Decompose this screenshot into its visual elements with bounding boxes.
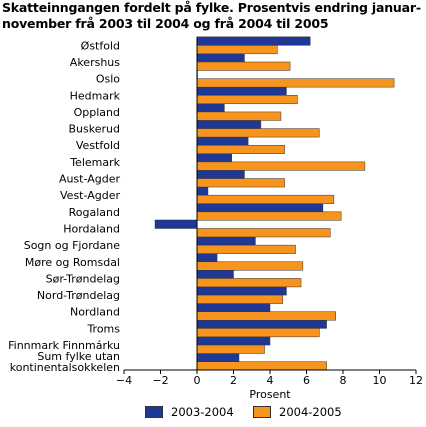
bar-series-2-8 bbox=[196, 178, 285, 188]
category-label-19-line-2: kontinentalsokkelen bbox=[10, 361, 120, 374]
bar-series-1-15 bbox=[196, 286, 287, 296]
legend-swatch-series-2 bbox=[253, 406, 271, 418]
x-tick-label-0: −4 bbox=[116, 374, 132, 387]
category-label-16: Nordland bbox=[70, 306, 120, 319]
bar-series-1-3 bbox=[196, 86, 287, 96]
chart-title-line-1: Skatteinngangen fordelt på fylke. Prosen… bbox=[2, 0, 421, 15]
category-label-18: Finnmark Finnmárku bbox=[8, 339, 120, 352]
bar-series-1-13 bbox=[196, 253, 218, 263]
bar-series-2-4 bbox=[196, 111, 282, 121]
bar-series-2-12 bbox=[196, 244, 296, 254]
bar-series-2-13 bbox=[196, 261, 304, 271]
bar-series-1-11 bbox=[154, 219, 198, 229]
x-tick-label-2: 0 bbox=[194, 374, 201, 387]
x-axis-title: Prosent bbox=[249, 388, 291, 401]
x-tick-label-6: 8 bbox=[340, 374, 347, 387]
bar-series-1-10 bbox=[196, 203, 324, 213]
category-label-9: Vest-Agder bbox=[60, 189, 120, 202]
bar-series-2-17 bbox=[196, 328, 320, 338]
legend-swatch-series-1 bbox=[145, 406, 163, 418]
category-label-4: Oppland bbox=[74, 106, 120, 119]
bar-series-1-16 bbox=[196, 302, 271, 312]
x-tick-label-3: 2 bbox=[230, 374, 237, 387]
category-label-2: Oslo bbox=[96, 73, 120, 86]
category-label-5: Buskerud bbox=[69, 123, 120, 136]
x-tick-label-4: 4 bbox=[267, 374, 274, 387]
bar-series-1-8 bbox=[196, 169, 245, 179]
bar-series-2-3 bbox=[196, 95, 298, 105]
bar-series-2-11 bbox=[196, 228, 331, 238]
category-label-3: Hedmark bbox=[70, 89, 121, 102]
bar-series-1-1 bbox=[196, 53, 245, 63]
bar-series-2-9 bbox=[196, 194, 335, 204]
bar-series-1-17 bbox=[196, 319, 327, 329]
category-label-13: Møre og Romsdal bbox=[25, 256, 120, 269]
bar-series-2-2 bbox=[196, 78, 395, 88]
bar-series-1-4 bbox=[196, 103, 225, 113]
bar-series-1-9 bbox=[196, 186, 209, 196]
category-label-0: Østfold bbox=[81, 39, 120, 52]
category-label-12: Sogn og Fjordane bbox=[24, 239, 121, 252]
category-label-6: Vestfold bbox=[76, 139, 120, 152]
bar-series-2-19 bbox=[196, 361, 327, 371]
bar-series-2-1 bbox=[196, 61, 291, 71]
chart-title-line-2: november frå 2003 til 2004 og frå 2004 t… bbox=[2, 16, 329, 31]
legend-label-series-2: 2004-2005 bbox=[279, 405, 342, 419]
bar-series-2-14 bbox=[196, 278, 302, 288]
bar-series-1-12 bbox=[196, 236, 256, 246]
x-tick-label-5: 6 bbox=[303, 374, 310, 387]
bar-series-1-19 bbox=[196, 352, 240, 362]
x-tick-label-7: 10 bbox=[373, 374, 387, 387]
bar-series-2-6 bbox=[196, 144, 285, 154]
category-label-1: Akershus bbox=[70, 56, 120, 69]
bar-series-2-18 bbox=[196, 344, 265, 354]
x-tick-label-1: −2 bbox=[152, 374, 168, 387]
bar-series-1-18 bbox=[196, 336, 271, 346]
bar-series-1-5 bbox=[196, 119, 262, 129]
category-label-17: Troms bbox=[86, 322, 120, 335]
bar-series-1-0 bbox=[196, 36, 311, 46]
category-label-11: Hordaland bbox=[63, 222, 120, 235]
category-label-8: Aust-Agder bbox=[59, 173, 121, 186]
bar-series-2-5 bbox=[196, 128, 320, 138]
bar-series-2-0 bbox=[196, 45, 278, 55]
category-label-14: Sør-Trøndelag bbox=[46, 272, 120, 285]
bar-series-2-10 bbox=[196, 211, 342, 221]
bar-series-2-16 bbox=[196, 311, 336, 321]
bar-series-1-14 bbox=[196, 269, 234, 279]
bar-series-1-6 bbox=[196, 136, 249, 146]
chart-title: Skatteinngangen fordelt på fylke. Prosen… bbox=[2, 0, 426, 32]
category-label-19-line-1: Sum fylke utan bbox=[37, 350, 120, 363]
bar-series-1-7 bbox=[196, 153, 232, 163]
x-tick-label-8: 12 bbox=[409, 374, 423, 387]
legend-label-series-1: 2003-2004 bbox=[171, 405, 234, 419]
bar-series-2-7 bbox=[196, 161, 366, 171]
category-label-10: Rogaland bbox=[69, 206, 120, 219]
category-label-15: Nord-Trøndelag bbox=[37, 289, 120, 302]
category-label-7: Telemark bbox=[69, 156, 120, 169]
bar-series-2-15 bbox=[196, 294, 284, 304]
